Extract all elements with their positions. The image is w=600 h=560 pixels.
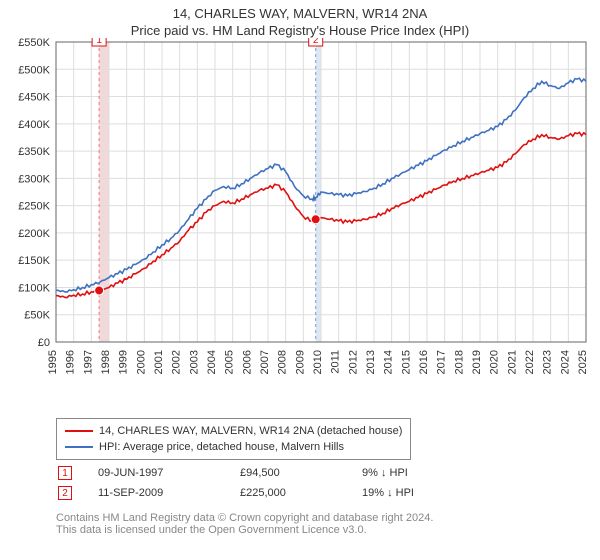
line-chart: £0 £50K £100K £150K £200K £250K £300K £350K £400… xyxy=(0,38,600,398)
svg-text:2022: 2022 xyxy=(524,350,536,374)
table-row: 1 09-JUN-1997£94,5009% ↓ HPI xyxy=(58,464,424,482)
svg-text:1: 1 xyxy=(96,38,102,46)
svg-text:2005: 2005 xyxy=(224,350,236,374)
svg-text:2021: 2021 xyxy=(506,350,518,374)
legend-swatch xyxy=(65,446,93,448)
svg-text:2004: 2004 xyxy=(206,350,218,374)
svg-text:2003: 2003 xyxy=(188,350,200,374)
svg-text:1996: 1996 xyxy=(65,350,77,374)
legend-swatch xyxy=(65,430,93,432)
svg-text:£350K: £350K xyxy=(18,146,50,158)
legend-row: HPI: Average price, detached house, Malv… xyxy=(65,439,402,455)
legend-label: 14, CHARLES WAY, MALVERN, WR14 2NA (deta… xyxy=(99,425,402,437)
svg-text:£0: £0 xyxy=(38,337,50,349)
svg-text:£250K: £250K xyxy=(18,201,50,213)
legend-row: 14, CHARLES WAY, MALVERN, WR14 2NA (deta… xyxy=(65,423,402,439)
chart-title-subtitle: Price paid vs. HM Land Registry's House … xyxy=(0,23,600,38)
svg-text:1995: 1995 xyxy=(47,350,59,374)
svg-text:2016: 2016 xyxy=(418,350,430,374)
svg-text:£400K: £400K xyxy=(18,119,50,131)
sale-price: £94,500 xyxy=(240,464,360,482)
chart-title-address: 14, CHARLES WAY, MALVERN, WR14 2NA xyxy=(0,6,600,21)
svg-text:1999: 1999 xyxy=(118,350,130,374)
sale-marker-icon: 1 xyxy=(58,466,72,480)
svg-text:2011: 2011 xyxy=(330,350,342,374)
svg-text:2019: 2019 xyxy=(471,350,483,374)
svg-text:2008: 2008 xyxy=(277,350,289,374)
sales-table: 1 09-JUN-1997£94,5009% ↓ HPI 2 11-SEP-2009£… xyxy=(56,462,426,504)
sale-date: 11-SEP-2009 xyxy=(98,484,238,502)
sale-marker-icon: 2 xyxy=(58,486,72,500)
svg-text:2023: 2023 xyxy=(542,350,554,374)
svg-text:£200K: £200K xyxy=(18,228,50,240)
sale-date: 09-JUN-1997 xyxy=(98,464,238,482)
svg-text:2014: 2014 xyxy=(383,350,395,374)
sale-delta: 19% ↓ HPI xyxy=(362,484,424,502)
svg-text:£300K: £300K xyxy=(18,173,50,185)
svg-text:2002: 2002 xyxy=(171,350,183,374)
sale-delta: 9% ↓ HPI xyxy=(362,464,424,482)
footer-line-1: Contains HM Land Registry data © Crown c… xyxy=(56,512,433,524)
svg-text:2000: 2000 xyxy=(135,350,147,374)
svg-text:2018: 2018 xyxy=(453,350,465,374)
svg-text:2012: 2012 xyxy=(347,350,359,374)
svg-text:2: 2 xyxy=(313,38,319,46)
svg-text:£50K: £50K xyxy=(24,310,50,322)
sale-price: £225,000 xyxy=(240,484,360,502)
svg-text:£500K: £500K xyxy=(18,64,50,76)
legend: 14, CHARLES WAY, MALVERN, WR14 2NA (deta… xyxy=(56,418,411,460)
svg-text:2006: 2006 xyxy=(241,350,253,374)
svg-text:2025: 2025 xyxy=(577,350,589,374)
svg-text:1998: 1998 xyxy=(100,350,112,374)
svg-text:£450K: £450K xyxy=(18,92,50,104)
footer-attribution: Contains HM Land Registry data © Crown c… xyxy=(56,512,433,536)
svg-text:2007: 2007 xyxy=(259,350,271,374)
svg-text:2020: 2020 xyxy=(489,350,501,374)
legend-label: HPI: Average price, detached house, Malv… xyxy=(99,441,344,453)
svg-text:2015: 2015 xyxy=(400,350,412,374)
footer-line-2: This data is licensed under the Open Gov… xyxy=(56,524,433,536)
svg-text:£150K: £150K xyxy=(18,255,50,267)
table-row: 2 11-SEP-2009£225,00019% ↓ HPI xyxy=(58,484,424,502)
svg-text:1997: 1997 xyxy=(82,350,94,374)
svg-text:2017: 2017 xyxy=(436,350,448,374)
chart-area: £0 £50K £100K £150K £200K £250K £300K £350K £400… xyxy=(0,38,600,398)
svg-text:2009: 2009 xyxy=(294,350,306,374)
svg-text:£550K: £550K xyxy=(18,38,50,49)
svg-text:2013: 2013 xyxy=(365,350,377,374)
svg-text:2001: 2001 xyxy=(153,350,165,374)
svg-text:2024: 2024 xyxy=(559,350,571,374)
svg-text:2010: 2010 xyxy=(312,350,324,374)
svg-text:£100K: £100K xyxy=(18,282,50,294)
